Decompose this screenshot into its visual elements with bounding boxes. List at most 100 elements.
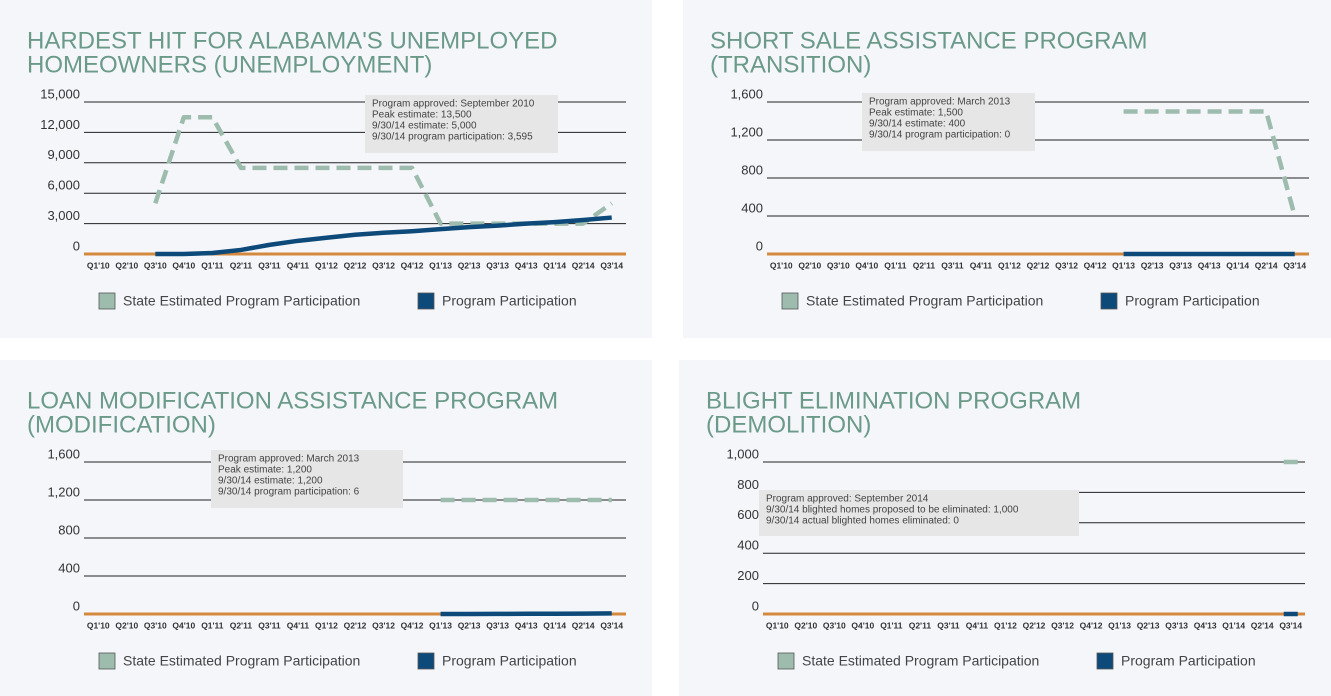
x-tick-label: Q1'12 [315,260,338,270]
series-line [1123,109,1297,217]
x-tick-label: Q3'11 [941,260,964,270]
x-tick-label: Q3'11 [258,260,281,270]
x-tick-label: Q3'13 [486,620,509,630]
chart-title: HOMEOWNERS (UNEMPLOYMENT) [27,51,432,78]
x-tick-label: Q3'13 [1165,620,1188,630]
x-tick-label: Q1'11 [201,620,224,630]
x-tick-label: Q4'11 [287,620,310,630]
x-tick-label: Q3'14 [600,260,623,270]
x-tick-label: Q2'14 [1255,260,1278,270]
x-tick-label: Q4'10 [855,260,878,270]
x-tick-label: Q2'14 [572,620,595,630]
x-tick-label: Q2'10 [794,620,817,630]
x-tick-label: Q4'12 [401,260,424,270]
x-tick-label: Q4'13 [515,260,538,270]
x-tick-label: Q1'12 [994,620,1017,630]
x-tick-label: Q3'12 [372,260,395,270]
x-tick-label: Q1'12 [315,620,338,630]
annotation-text: Peak estimate: 1,500 [869,108,963,119]
x-tick-label: Q3'14 [1279,620,1302,630]
y-tick-label: 6,000 [47,178,80,193]
y-tick-label: 1,000 [726,446,759,461]
y-tick-label: 0 [752,598,759,613]
y-tick-label: 1,200 [730,124,763,139]
x-tick-label: Q3'10 [144,620,167,630]
chart-title: HARDEST HIT FOR ALABAMA'S UNEMPLOYED [27,27,557,54]
x-tick-label: Q1'12 [998,260,1021,270]
x-tick-label: Q2'11 [230,260,253,270]
x-tick-label: Q3'12 [1051,620,1074,630]
y-tick-label: 9,000 [47,147,80,162]
x-tick-label: Q3'12 [372,620,395,630]
x-tick-label: Q1'10 [770,260,793,270]
annotation-text: 9/30/14 program participation: 3,595 [372,132,533,143]
x-tick-label: Q2'10 [115,620,138,630]
legend-label: Program Participation [442,653,577,669]
x-tick-label: Q1'10 [87,620,110,630]
annotation-box [211,450,403,508]
legend-swatch [1100,292,1118,310]
chart-panel: SHORT SALE ASSISTANCE PROGRAM(TRANSITION… [683,0,1331,338]
x-tick-label: Q1'10 [87,260,110,270]
x-tick-label: Q4'10 [851,620,874,630]
chart-panel: BLIGHT ELIMINATION PROGRAM(DEMOLITION) 0 2… [679,360,1331,696]
annotation-box [862,93,1035,151]
annotation-text: Program approved: March 2013 [869,97,1011,108]
legend-label: State Estimated Program Participation [802,653,1039,669]
x-tick-label: Q2'12 [344,620,367,630]
y-tick-label: 12,000 [40,117,80,132]
x-tick-label: Q4'12 [1080,620,1103,630]
annotation-box [759,490,1079,536]
annotation-text: 9/30/14 blighted homes proposed to be el… [766,505,1019,516]
annotation-text: 9/30/14 program participation: 6 [218,487,360,498]
chart-title: BLIGHT ELIMINATION PROGRAM [706,387,1081,414]
legend-label: State Estimated Program Participation [806,293,1043,309]
x-tick-label: Q1'11 [884,260,907,270]
y-tick-label: 1,600 [47,446,80,461]
chart-title: LOAN MODIFICATION ASSISTANCE PROGRAM [27,387,558,414]
x-tick-label: Q1'13 [1112,260,1135,270]
annotation-text: 9/30/14 estimate: 1,200 [218,476,323,487]
y-tick-label: 0 [73,238,80,253]
x-tick-label: Q4'11 [287,260,310,270]
x-tick-label: Q1'13 [1108,620,1131,630]
series-line [155,215,612,257]
x-tick-label: Q1'11 [880,620,903,630]
x-tick-label: Q4'12 [401,620,424,630]
x-tick-label: Q2'13 [458,260,481,270]
y-tick-label: 0 [73,598,80,613]
x-tick-label: Q3'14 [600,620,623,630]
legend-label: Program Participation [442,293,577,309]
legend-label: State Estimated Program Participation [123,293,360,309]
x-tick-label: Q4'10 [172,260,195,270]
chart-title: (MODIFICATION) [27,411,216,438]
legend-swatch [417,652,435,670]
x-tick-label: Q4'11 [970,260,993,270]
x-tick-label: Q1'10 [766,620,789,630]
x-tick-label: Q2'10 [798,260,821,270]
chart-title: SHORT SALE ASSISTANCE PROGRAM [710,27,1147,54]
annotation-text: Peak estimate: 13,500 [372,110,472,121]
y-tick-label: 800 [58,522,80,537]
x-tick-label: Q2'12 [1023,620,1046,630]
x-tick-label: Q4'13 [1198,260,1221,270]
x-tick-label: Q4'13 [515,620,538,630]
annotation-text: Program approved: September 2014 [766,494,929,505]
x-tick-label: Q1'14 [1222,620,1245,630]
y-tick-label: 400 [741,200,763,215]
chart-title: (DEMOLITION) [706,411,871,438]
x-tick-label: Q4'13 [1194,620,1217,630]
x-tick-label: Q2'14 [1251,620,1274,630]
legend-swatch [417,292,435,310]
annotation-text: Program approved: March 2013 [218,454,360,465]
annotation-text: Program approved: September 2010 [372,99,535,110]
x-tick-label: Q3'11 [258,620,281,630]
x-tick-label: Q2'13 [1141,260,1164,270]
y-tick-label: 15,000 [40,86,80,101]
x-tick-label: Q2'10 [115,260,138,270]
x-tick-label: Q3'14 [1283,260,1306,270]
panel-background [0,360,652,696]
legend-swatch [98,292,116,310]
legend-swatch [1096,652,1114,670]
chart-title: (TRANSITION) [710,51,871,78]
